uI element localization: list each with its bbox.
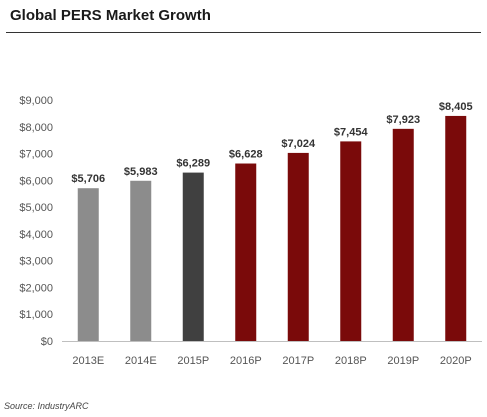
bar-value-label: $7,923 bbox=[386, 114, 420, 126]
bar-2013E bbox=[77, 188, 99, 341]
x-tick-label: 2013E bbox=[72, 355, 104, 367]
y-tick-label: $4,000 bbox=[19, 229, 53, 241]
chart-title: Global PERS Market Growth bbox=[10, 7, 211, 24]
bar-value-label: $5,983 bbox=[124, 166, 158, 178]
bar-2018P bbox=[340, 141, 362, 341]
bar-value-label: $6,289 bbox=[176, 158, 210, 170]
y-tick-label: $2,000 bbox=[19, 282, 53, 294]
x-tick-label: 2016P bbox=[230, 355, 262, 367]
bar-value-label: $8,405 bbox=[439, 101, 473, 113]
y-tick-label: $7,000 bbox=[19, 149, 53, 161]
x-tick-label: 2017P bbox=[282, 355, 314, 367]
bar-chart: $0 $1,000 $2,000 $3,000 $4,000 $5,000 $6,000 $7… bbox=[19, 95, 482, 367]
bar-2016P bbox=[235, 163, 257, 341]
x-tick-label: 2018P bbox=[335, 355, 367, 367]
y-tick-label: $3,000 bbox=[19, 256, 53, 268]
bar-value-label: $6,628 bbox=[229, 149, 263, 161]
bar-value-label: $5,706 bbox=[71, 173, 105, 185]
x-axis: 2013E 2014E 2015P 2016P 2017P 2018P 2019P 2020P bbox=[62, 341, 482, 367]
bars: $5,706 $5,983 $6,289 $6,628 $7,024 $7,454 $7,9… bbox=[71, 101, 473, 342]
title-divider bbox=[6, 32, 481, 33]
y-tick-label: $6,000 bbox=[19, 175, 53, 187]
y-tick-label: $1,000 bbox=[19, 309, 53, 321]
bar-2015P bbox=[182, 172, 204, 341]
bar-2020P bbox=[445, 115, 467, 342]
bar-2014E bbox=[130, 180, 152, 341]
x-tick-label: 2019P bbox=[387, 355, 419, 367]
x-tick-label: 2020P bbox=[440, 355, 472, 367]
bar-2017P bbox=[287, 152, 309, 341]
bar-2019P bbox=[392, 128, 414, 341]
y-tick-label: $0 bbox=[41, 336, 53, 348]
source-note: Source: IndustryARC bbox=[4, 401, 89, 411]
x-tick-label: 2015P bbox=[177, 355, 209, 367]
bar-value-label: $7,024 bbox=[281, 138, 316, 150]
bar-value-label: $7,454 bbox=[334, 126, 369, 138]
y-tick-label: $8,000 bbox=[19, 122, 53, 134]
y-axis: $0 $1,000 $2,000 $3,000 $4,000 $5,000 $6,000 $7… bbox=[19, 95, 53, 348]
y-tick-label: $9,000 bbox=[19, 95, 53, 107]
y-tick-label: $5,000 bbox=[19, 202, 53, 214]
x-tick-label: 2014E bbox=[125, 355, 157, 367]
